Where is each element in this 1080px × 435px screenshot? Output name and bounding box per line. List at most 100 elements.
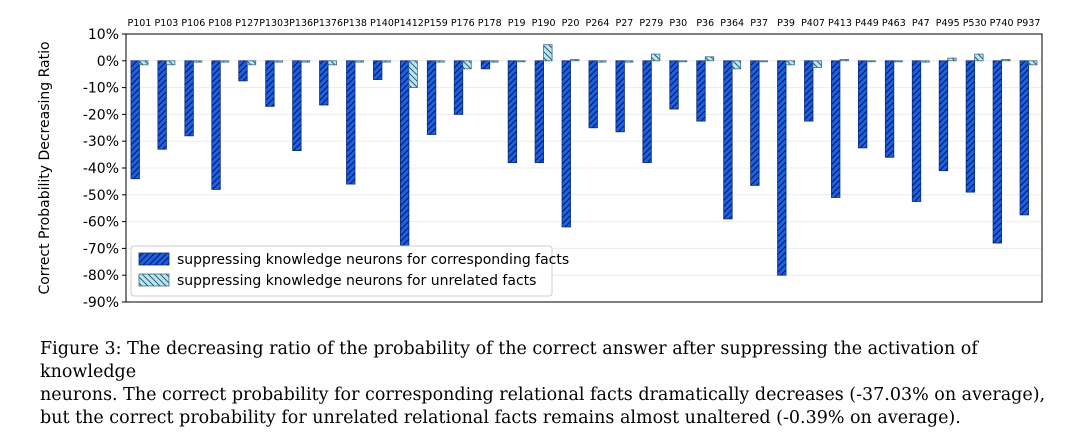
- y-tick-label: -40%: [83, 161, 119, 177]
- x-tick-label: P495: [936, 18, 960, 29]
- bar-unrelated: [435, 60, 445, 63]
- bar-corresponding: [857, 60, 868, 149]
- y-tick-label: -80%: [83, 268, 119, 284]
- bar-corresponding: [1019, 60, 1029, 216]
- bar-unrelated: [758, 60, 769, 63]
- caption-line-1: Figure 3: The decreasing ratio of the pr…: [40, 339, 978, 382]
- bar-chart: 10% 0% -10% -20% -30% -40% -50% -60% -70% -80% -90…: [37, 18, 1043, 311]
- x-tick-label: P279: [639, 18, 663, 29]
- x-tick-label: P1412: [394, 18, 424, 29]
- bar-unrelated: [704, 56, 715, 62]
- axes: 10% 0% -10% -20% -30% -40% -50% -60% -70% -80% -90…: [37, 18, 1043, 311]
- bar-corresponding: [723, 60, 733, 220]
- caption-line-3: but the correct probability for unrelate…: [40, 408, 961, 428]
- bar-corresponding: [238, 60, 248, 82]
- x-tick-label: P176: [451, 18, 475, 29]
- x-tick-label: P159: [424, 18, 448, 29]
- y-tick-label: -10%: [83, 81, 119, 97]
- bar-corresponding: [184, 60, 194, 137]
- bar-unrelated: [489, 60, 499, 63]
- y-tick-label: 10%: [88, 27, 119, 43]
- bar-unrelated: [273, 60, 284, 63]
- bar-corresponding: [965, 60, 976, 193]
- bar-corresponding: [777, 60, 787, 276]
- bar-corresponding: [211, 60, 221, 190]
- legend-swatch: [138, 273, 170, 287]
- x-tick-label: P103: [154, 18, 178, 29]
- bar-corresponding: [265, 60, 275, 107]
- bar-unrelated: [624, 60, 634, 63]
- legend-box: [130, 245, 553, 297]
- x-tick-label: P39: [777, 18, 795, 29]
- bar-unrelated: [1001, 59, 1011, 62]
- bar-corresponding: [696, 60, 706, 122]
- y-tick-label: -70%: [83, 241, 119, 257]
- bar-unrelated: [192, 60, 203, 63]
- bar-corresponding: [911, 60, 922, 202]
- bar-unrelated: [677, 60, 688, 63]
- x-tick-label: P108: [208, 18, 232, 29]
- figure-caption: Figure 3: The decreasing ratio of the pr…: [40, 338, 1060, 430]
- y-axis-label: Correct Probability Decreasing Ratio: [37, 41, 53, 294]
- bar-unrelated: [812, 60, 822, 68]
- bar-corresponding: [615, 60, 625, 133]
- plot-frame: [125, 33, 1043, 303]
- legend: suppressing knowledge neurons for corres…: [130, 245, 569, 297]
- bar-corresponding: [588, 60, 598, 129]
- x-tick-label: P530: [963, 18, 987, 29]
- x-tick-label: P178: [478, 18, 502, 29]
- bar-unrelated: [570, 59, 580, 62]
- bar-unrelated: [516, 60, 526, 63]
- bar-unrelated: [354, 60, 364, 63]
- bar-unrelated: [1028, 60, 1038, 66]
- x-tick-label: P190: [532, 18, 556, 29]
- bar-unrelated: [246, 60, 257, 66]
- bar-corresponding: [426, 60, 437, 135]
- bar-corresponding: [346, 60, 356, 185]
- bar-unrelated: [893, 60, 903, 63]
- legend-label: suppressing knowledge neurons for corres…: [177, 252, 569, 268]
- x-tick-label: P30: [669, 18, 687, 29]
- bar-unrelated: [139, 60, 149, 66]
- x-tick-label: P407: [801, 18, 825, 29]
- x-tick-label: P138: [343, 18, 367, 29]
- bar-corresponding: [480, 60, 491, 70]
- bar-unrelated: [408, 60, 418, 88]
- y-tick-label: -20%: [83, 107, 119, 123]
- bar-corresponding: [292, 60, 302, 151]
- bar-corresponding: [804, 60, 814, 122]
- x-tick-label: P463: [882, 18, 906, 29]
- bar-corresponding: [157, 60, 167, 150]
- bar-unrelated: [731, 60, 742, 70]
- bar-corresponding: [750, 60, 760, 186]
- legend-label: suppressing knowledge neurons for unrela…: [177, 273, 536, 289]
- bar-corresponding: [453, 60, 464, 115]
- x-tick-label: P36: [696, 18, 714, 29]
- x-tick-label: P127: [235, 18, 259, 29]
- bar-unrelated: [974, 53, 984, 62]
- x-tick-label: P937: [1017, 18, 1041, 29]
- x-tick-label: P37: [750, 18, 768, 29]
- bar-unrelated: [166, 60, 176, 66]
- bar-unrelated: [839, 59, 849, 62]
- bar-corresponding: [507, 60, 518, 164]
- bar-corresponding: [399, 60, 410, 247]
- y-tick-label: -90%: [83, 295, 119, 311]
- x-tick-label: P136: [289, 18, 313, 29]
- legend-swatch: [138, 252, 170, 266]
- x-tick-label: P740: [990, 18, 1014, 29]
- bar-unrelated: [462, 60, 472, 70]
- bar-corresponding: [992, 60, 1002, 244]
- x-tick-label: P364: [720, 18, 744, 29]
- bar-unrelated: [219, 60, 230, 63]
- x-tick-label: P264: [586, 18, 610, 29]
- bars: [130, 44, 1038, 276]
- bar-corresponding: [884, 60, 895, 158]
- y-tick-label: -60%: [83, 215, 119, 231]
- bar-corresponding: [938, 60, 949, 172]
- bar-corresponding: [561, 60, 571, 228]
- bar-corresponding: [373, 60, 383, 80]
- x-tick-label: P1303: [259, 18, 289, 29]
- x-tick-label: P140: [370, 18, 394, 29]
- x-tick-label: P413: [828, 18, 852, 29]
